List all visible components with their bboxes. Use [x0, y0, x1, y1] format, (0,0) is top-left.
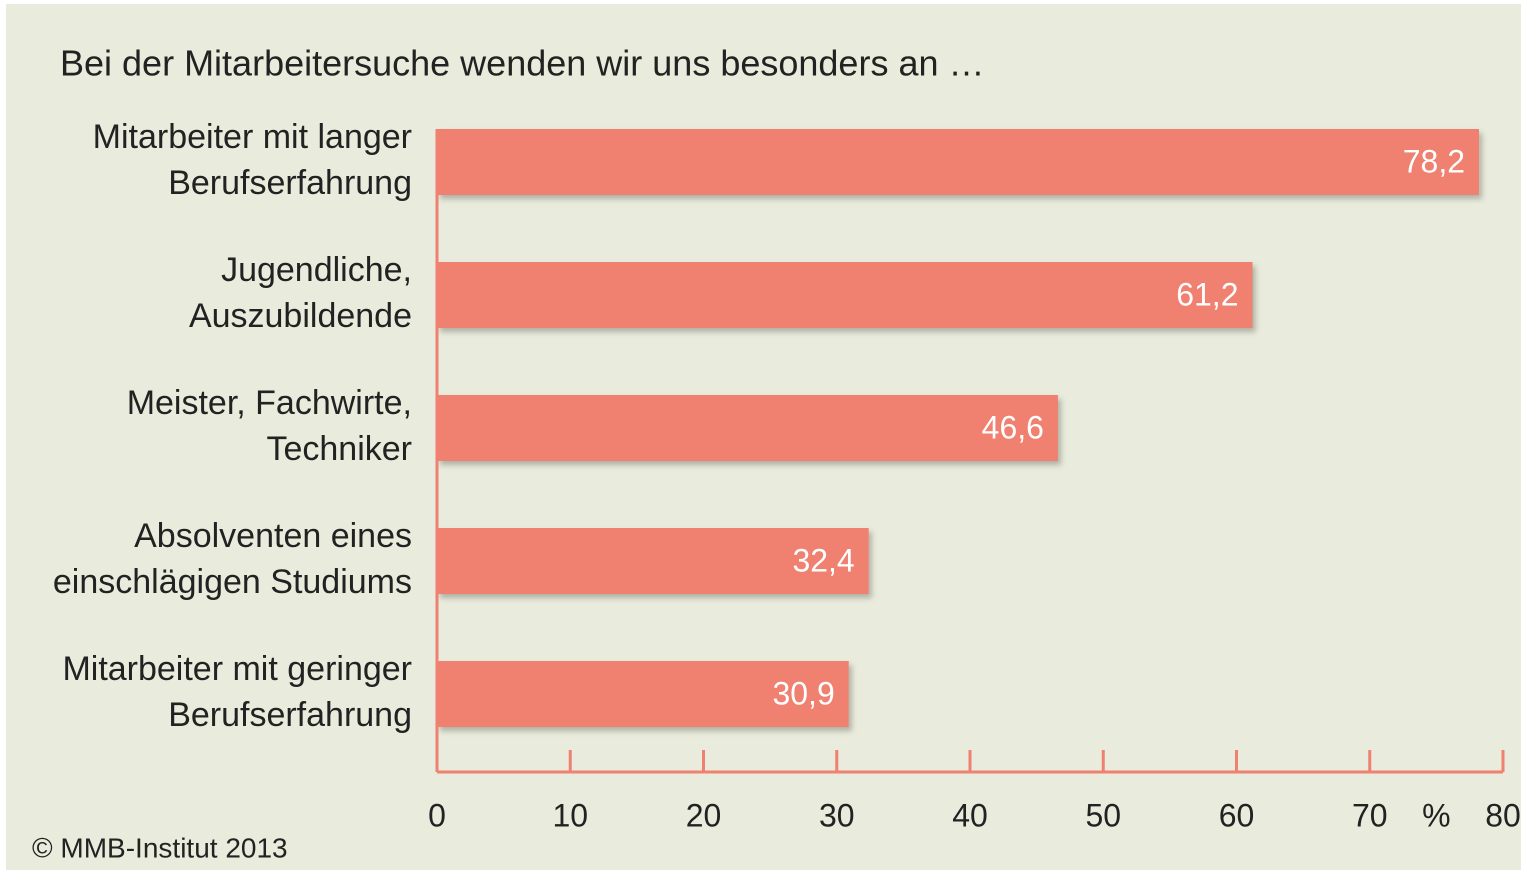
value-label: 32,4	[792, 542, 854, 578]
x-axis-label: %	[1422, 797, 1450, 833]
x-tick-label: 60	[1219, 797, 1255, 833]
x-tick-label: 10	[552, 797, 588, 833]
bar	[437, 528, 869, 594]
y-tick-label: Auszubildende	[189, 297, 412, 335]
value-label: 78,2	[1403, 143, 1465, 179]
value-label: 30,9	[772, 675, 834, 711]
y-tick-label: einschlägigen Studiums	[53, 563, 412, 601]
x-tick-label: 0	[428, 797, 446, 833]
y-tick-label: Meister, Fachwirte,	[127, 384, 412, 422]
y-tick-label: Mitarbeiter mit geringer	[62, 650, 412, 688]
y-tick-label: Mitarbeiter mit langer	[93, 118, 412, 156]
x-tick-label: 50	[1085, 797, 1121, 833]
x-tick-label: 40	[952, 797, 988, 833]
bar	[437, 129, 1480, 195]
x-tick-label: 20	[686, 797, 722, 833]
chart-title: Bei der Mitarbeitersuche wenden wir uns …	[60, 43, 985, 84]
y-tick-label: Berufserfahrung	[168, 696, 412, 734]
bar	[437, 262, 1253, 328]
y-tick-label: Berufserfahrung	[168, 164, 412, 202]
x-tick-label: 80	[1485, 797, 1521, 833]
y-tick-label: Jugendliche,	[221, 251, 412, 289]
x-tick-label: 70	[1352, 797, 1388, 833]
bar	[437, 395, 1058, 461]
bar	[437, 661, 849, 727]
y-tick-label: Techniker	[266, 430, 412, 468]
x-tick-label: 30	[819, 797, 855, 833]
value-label: 46,6	[982, 409, 1044, 445]
source: © MMB-Institut 2013	[32, 832, 288, 863]
y-tick-label: Absolventen eines	[134, 517, 412, 555]
value-label: 61,2	[1176, 276, 1238, 312]
